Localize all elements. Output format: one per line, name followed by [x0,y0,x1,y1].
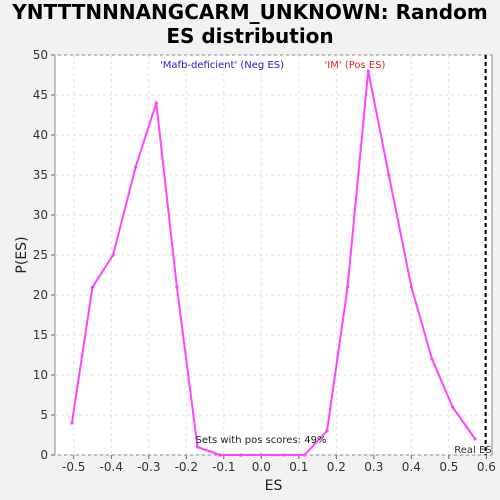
y-tick-label: 35 [33,168,48,182]
y-tick-label: 0 [40,448,48,462]
chart-title: YNTTTNNNANGCARM_UNKNOWN: Random ES distr… [0,0,500,48]
data-point [409,285,413,289]
data-point [473,437,477,441]
pos-scores-annotation: Sets with pos scores: 49% [196,435,327,446]
data-point [239,453,243,457]
data-point [70,421,74,425]
y-tick-label: 25 [33,248,48,262]
real-es-label: Real ES [454,445,491,456]
x-tick-label: -0.1 [212,460,235,474]
x-axis-label: ES [265,478,283,494]
data-point [387,173,391,177]
data-point [451,405,455,409]
series-line [70,70,476,456]
y-axis-label: P(ES) [14,236,30,273]
x-tick-label: -0.2 [175,460,198,474]
data-point [154,101,158,105]
x-axis-ticks: -0.5 -0.4 -0.3 -0.2 -0.1 0.0 0.1 0.2 0.3 0.4 0.5 0.… [62,455,496,474]
data-point [175,285,179,289]
x-tick-label: 0.4 [402,460,421,474]
grid [55,54,492,456]
neg-es-label: 'Mafb-deficient' (Neg ES) [160,60,284,71]
data-point [195,445,200,449]
y-tick-label: 45 [33,88,48,102]
chart-title-line-1: YNTTTNNNANGCARM_UNKNOWN: Random [12,0,488,24]
x-tick-label: 0.3 [364,460,383,474]
x-tick-label: 0.1 [289,460,308,474]
data-point [111,253,115,257]
y-tick-label: 10 [33,368,48,382]
y-tick-label: 5 [40,408,48,422]
x-tick-label: 0.6 [477,460,496,474]
x-tick-label: 0.2 [327,460,346,474]
x-tick-label: 0.5 [439,460,458,474]
pos-es-label: 'IM' (Pos ES) [325,60,386,71]
data-point [430,357,434,361]
y-tick-label: 15 [33,328,48,342]
y-tick-label: 40 [33,128,48,142]
data-point [259,453,263,457]
data-point [345,285,350,289]
y-tick-label: 20 [33,288,48,302]
x-tick-label: -0.5 [62,460,85,474]
y-axis-ticks: 0 5 10 15 20 25 30 35 40 45 50 [33,48,55,462]
chart-title-line-2: ES distribution [166,24,334,48]
data-point [302,453,307,457]
data-point [325,429,329,433]
x-tick-label: 0.0 [252,460,271,474]
data-point [90,285,95,289]
y-tick-label: 50 [33,48,48,62]
data-point [282,453,286,457]
x-tick-label: -0.3 [137,460,160,474]
series-layer [70,69,477,457]
y-tick-label: 30 [33,208,48,222]
data-point [366,69,370,73]
x-tick-label: -0.4 [100,460,123,474]
data-point [134,165,138,169]
data-point [218,453,222,457]
